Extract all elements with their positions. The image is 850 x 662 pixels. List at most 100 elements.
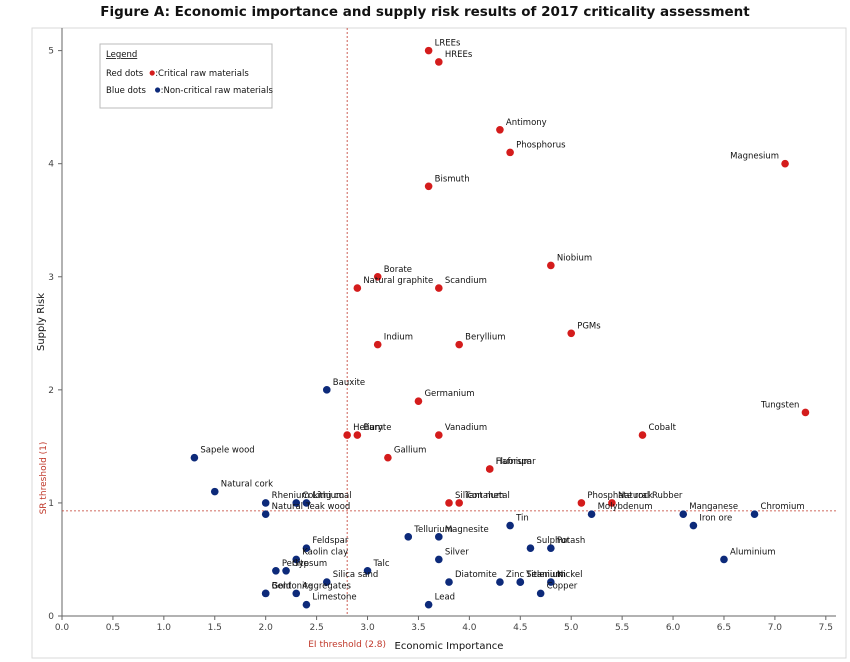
data-point	[445, 578, 453, 586]
data-point	[720, 555, 728, 564]
point-label: Lithium	[312, 491, 344, 501]
point-label: Gold	[272, 581, 292, 591]
data-point	[689, 521, 698, 530]
data-point	[435, 284, 443, 292]
point-label: Tantalum	[464, 491, 504, 501]
data-point	[496, 578, 504, 586]
data-point	[516, 578, 525, 586]
data-point	[587, 510, 596, 519]
point-label: Limestone	[312, 593, 356, 603]
data-point	[373, 340, 382, 349]
point-label: Perlite	[282, 559, 309, 569]
point-label: Tin	[515, 514, 529, 524]
data-point	[424, 46, 433, 55]
data-point	[384, 453, 392, 462]
point-label: Natural Teak wood	[272, 502, 351, 512]
point-label: Cobalt	[649, 423, 677, 433]
point-label: Tellurium	[413, 525, 453, 535]
x-tick-label: 6.5	[717, 623, 731, 633]
x-axis-label: Economic Importance	[395, 641, 504, 652]
point-label: Kaolin clay	[302, 547, 348, 557]
point-label: HREEs	[445, 50, 473, 60]
point-label: Magnesite	[445, 525, 489, 535]
point-label: Iron ore	[699, 514, 732, 524]
x-tick-label: 1.5	[208, 623, 222, 633]
point-label: Magnesium	[730, 152, 779, 162]
data-point	[781, 159, 789, 168]
point-label: Nickel	[557, 570, 583, 580]
point-label: Silver	[445, 547, 469, 557]
x-tick-label: 0.0	[55, 623, 70, 633]
data-point	[567, 329, 576, 338]
point-label: Phosphorus	[516, 140, 566, 150]
data-point	[424, 600, 433, 609]
point-label: Aggregates	[302, 581, 351, 591]
point-label: Sapele wood	[200, 446, 254, 456]
point-label: Silica sand	[333, 570, 378, 580]
legend-marker	[149, 70, 155, 76]
point-label: Aluminium	[730, 547, 776, 557]
data-point	[801, 408, 810, 417]
data-point	[679, 510, 688, 519]
y-tick-label: 5	[48, 47, 54, 57]
point-label: Natural cork	[221, 480, 273, 490]
point-label: Gypsum	[292, 559, 327, 569]
point-label: Potash	[557, 536, 585, 546]
point-label: Manganese	[689, 502, 738, 512]
y-tick-label: 0	[48, 612, 54, 622]
x-tick-label: 4.5	[513, 623, 527, 633]
data-point	[302, 600, 311, 609]
point-label: Selenium	[526, 570, 566, 580]
point-label: Hafnium	[496, 457, 532, 467]
data-point	[496, 125, 504, 134]
point-label: Sulphur	[536, 536, 569, 546]
point-label: Natural Rubber	[618, 491, 683, 501]
point-label: Bentonite	[272, 581, 313, 591]
data-point	[608, 499, 616, 507]
point-label: Scandium	[445, 276, 487, 286]
data-point	[485, 465, 494, 473]
data-point	[526, 544, 535, 552]
data-point	[343, 431, 351, 439]
data-point	[292, 555, 301, 564]
point-label: Borate	[384, 265, 412, 275]
point-label: Natural graphite	[363, 276, 433, 286]
x-tick-label: 7.0	[768, 623, 783, 633]
point-label: Gallium	[394, 446, 427, 456]
point-label: Antimony	[506, 118, 547, 128]
sr-threshold-label: SR threshold (1)	[39, 442, 49, 515]
data-point	[190, 453, 199, 462]
point-label: Diatomite	[455, 570, 497, 580]
x-tick-label: 2.0	[259, 623, 274, 633]
legend-prefix: Blue dots	[106, 86, 146, 96]
data-point	[445, 499, 453, 507]
x-tick-label: 3.0	[360, 623, 375, 633]
data-point	[302, 499, 311, 507]
x-tick-label: 5.5	[615, 623, 629, 633]
x-tick-label: 6.0	[666, 623, 681, 633]
data-point	[373, 272, 382, 281]
point-label: Fluorspar	[496, 457, 536, 467]
x-tick-label: 7.5	[819, 623, 833, 633]
data-point	[282, 566, 290, 575]
x-tick-label: 3.5	[411, 623, 425, 633]
point-label: Copper	[547, 581, 578, 591]
point-label: Beryllium	[465, 333, 505, 343]
data-point	[547, 544, 555, 552]
data-point	[506, 521, 514, 530]
point-label: Tungsten	[760, 400, 799, 410]
legend-title: Legend	[106, 50, 137, 60]
point-label: Helium	[353, 423, 383, 433]
y-tick-label: 4	[48, 160, 54, 170]
data-point	[638, 431, 647, 439]
y-tick-label: 2	[48, 386, 54, 396]
data-point	[435, 58, 443, 66]
data-point	[455, 340, 463, 349]
data-point	[322, 578, 331, 586]
legend-box	[99, 43, 273, 109]
data-point	[424, 182, 433, 191]
legend-item-label: :Critical raw materials	[155, 69, 249, 79]
point-label: Molybdenum	[598, 502, 653, 512]
data-point	[750, 510, 759, 519]
